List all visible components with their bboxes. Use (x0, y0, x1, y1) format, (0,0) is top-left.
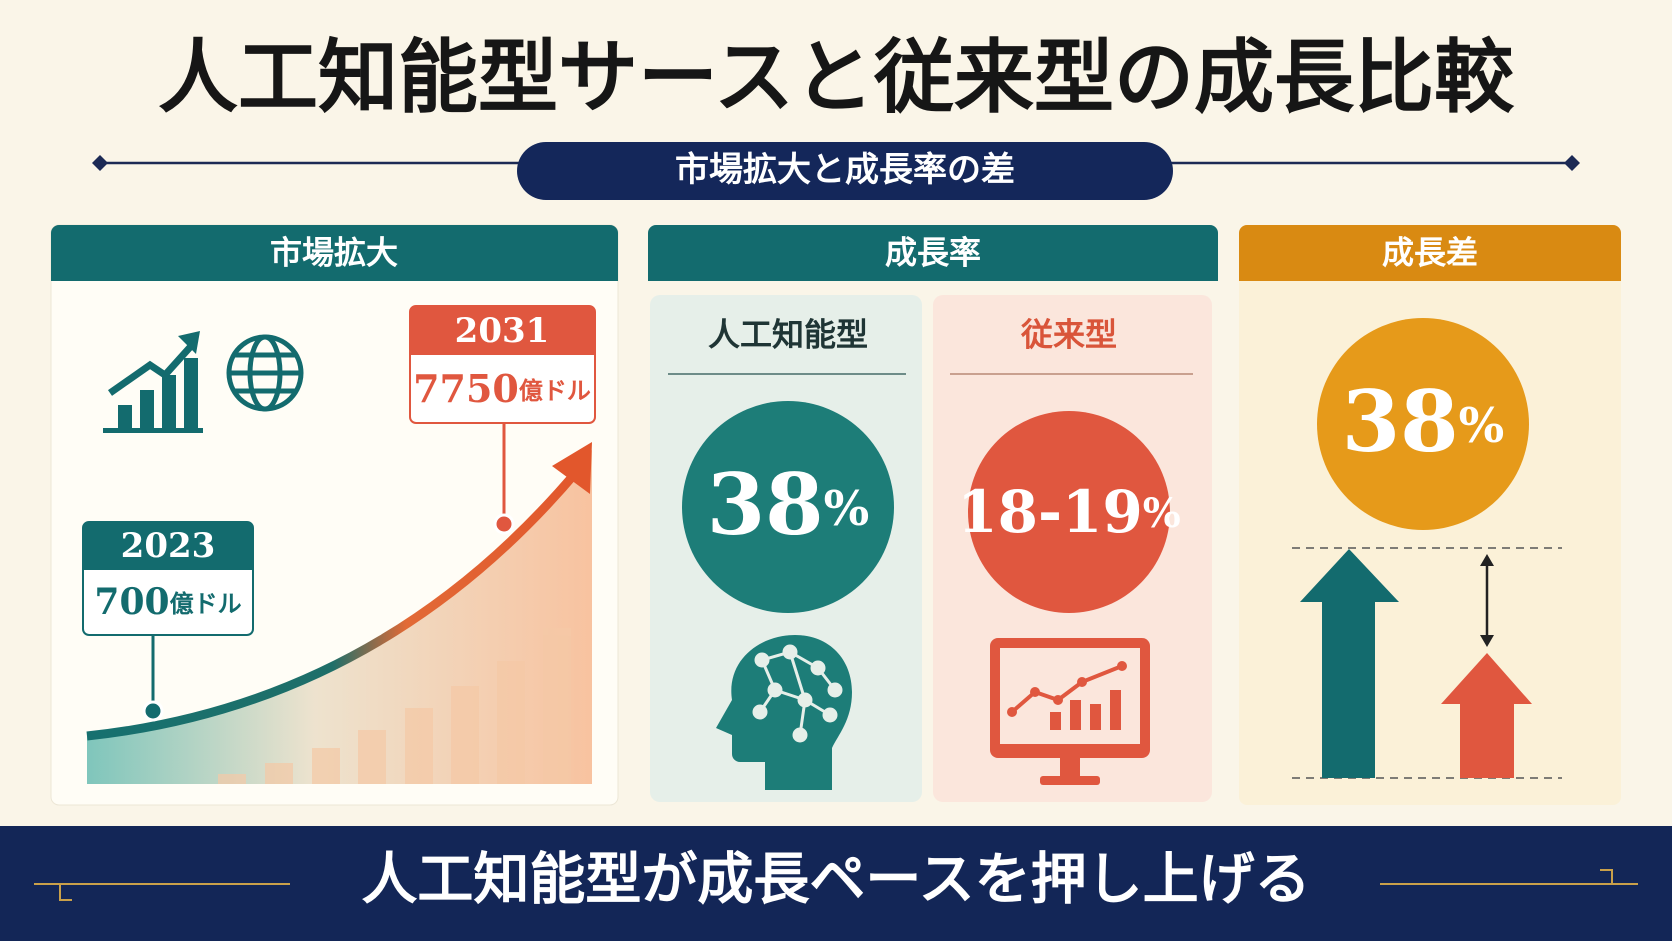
traditional-rate: 18-19% (957, 478, 1181, 546)
point (493, 513, 515, 535)
globe-icon (226, 334, 304, 412)
market-title: 市場拡大 (270, 234, 398, 272)
gap-rate: 38% (1342, 372, 1505, 471)
head-icon (716, 635, 852, 790)
gap-circle (1317, 318, 1529, 530)
end-box-header (410, 306, 595, 355)
gap-header (1239, 225, 1621, 281)
footer-ornament (34, 869, 1638, 901)
gap-title: 成長差 (1382, 234, 1478, 272)
monitor-icon (990, 638, 1150, 785)
subtitle-pill (517, 142, 1173, 200)
ai-rate: 38% (707, 455, 870, 554)
start-amount: 700億ドル (94, 581, 241, 623)
end-year: 2031 (455, 311, 550, 351)
footer-message: 人工知能型が成長ペースを押し上げる (361, 847, 1310, 913)
growth-header (648, 225, 1218, 281)
end-amount: 7750億ドル (413, 366, 591, 411)
growth-title: 成長率 (885, 234, 981, 272)
start-box-header (83, 522, 253, 570)
chart-icon (103, 331, 203, 433)
growth-curve (86, 467, 582, 741)
start-year: 2023 (121, 526, 216, 566)
ai-circle (682, 401, 894, 613)
ai-arrow (1300, 549, 1399, 778)
traditional-arrow (1441, 653, 1532, 778)
growth-arrowhead (552, 442, 592, 494)
subtitle: 市場拡大と成長率の差 (675, 150, 1015, 190)
point (142, 700, 164, 722)
gap-marker (1480, 554, 1494, 647)
background-bars (218, 628, 571, 784)
traditional-label: 従来型 (1020, 316, 1117, 354)
title: 人工知能型サースと従来型の成長比較 (158, 30, 1515, 124)
traditional-circle (968, 411, 1170, 613)
market-header (51, 225, 618, 281)
ai-label: 人工知能型 (708, 316, 868, 354)
